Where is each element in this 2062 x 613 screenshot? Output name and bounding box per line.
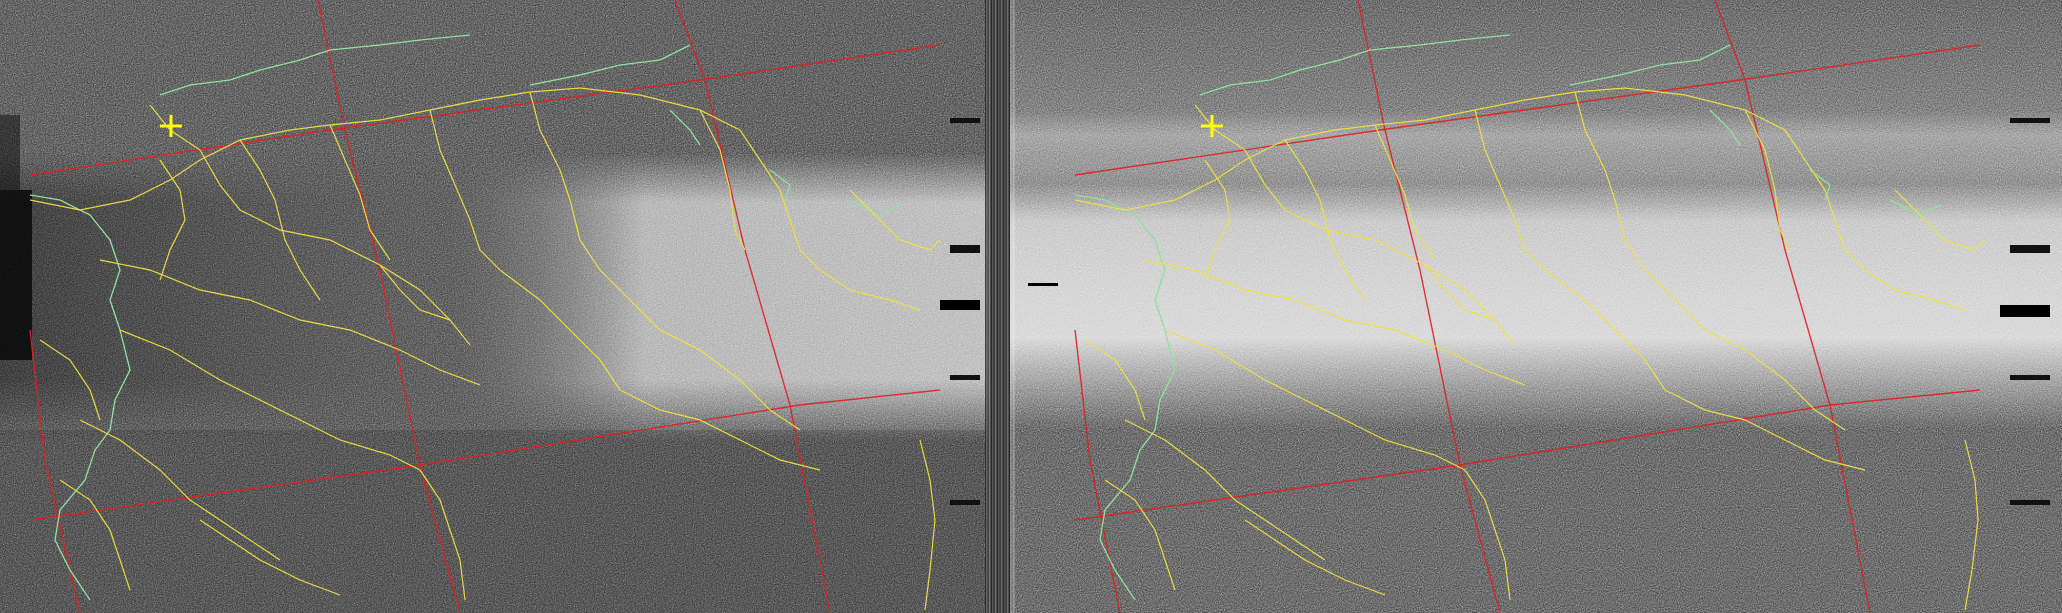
channel-b-panel xyxy=(1010,0,2062,613)
channel-b-imagery xyxy=(1010,0,2062,613)
channel-a-imagery xyxy=(0,0,990,613)
channel-a-panel xyxy=(0,0,990,613)
